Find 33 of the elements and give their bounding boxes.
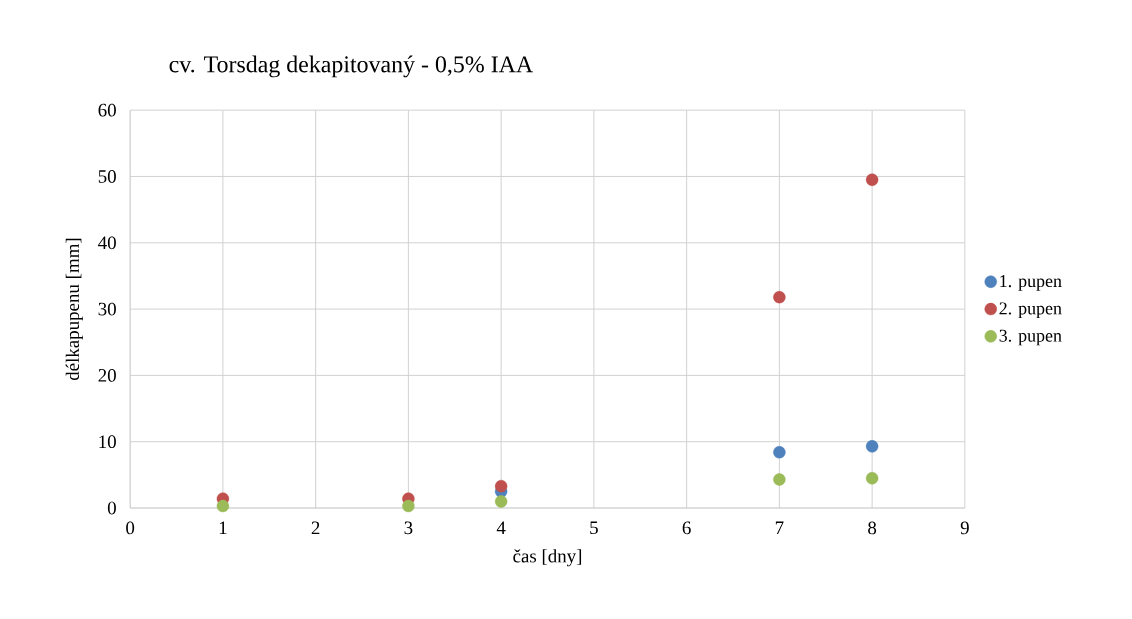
point: [865, 440, 879, 453]
point: [402, 499, 415, 513]
legend-label: 1. pupen: [1000, 275, 1062, 291]
x-tick-label: 8: [868, 521, 877, 535]
legend-label: 2. pupen: [999, 302, 1062, 318]
point: [865, 471, 879, 485]
point: [865, 173, 879, 186]
y-axis-title: délkapupenu [mm]: [65, 238, 83, 381]
y-tick-label: 30: [98, 302, 116, 316]
x-tick-label: 5: [590, 521, 598, 535]
legend-label: 3. pupen: [999, 329, 1062, 346]
point: [216, 499, 230, 513]
point: [773, 290, 786, 304]
y-tick-label: 40: [98, 236, 116, 250]
point: [494, 495, 508, 508]
x-tick-label: 7: [775, 521, 784, 534]
y-tick-label: 60: [98, 103, 116, 117]
chart-title: cv. Torsdag dekapitovaný - 0,5% IAA: [169, 55, 533, 78]
y-tick-label: 50: [98, 170, 116, 183]
x-axis-title: čas [dny]: [513, 549, 582, 567]
x-tick-label: 0: [126, 521, 135, 535]
x-tick-label: 4: [496, 521, 506, 534]
y-tick-label: 0: [107, 501, 116, 515]
x-tick-label: 1: [219, 521, 227, 534]
point: [773, 473, 786, 486]
x-tick-label: 6: [682, 521, 691, 535]
x-tick-label: 3: [404, 521, 413, 535]
y-tick-label: 10: [99, 435, 116, 449]
point: [494, 479, 508, 493]
x-tick-label: 9: [960, 521, 969, 535]
y-tick-label: 20: [98, 368, 116, 382]
point: [773, 446, 786, 459]
x-tick-label: 2: [311, 521, 320, 534]
